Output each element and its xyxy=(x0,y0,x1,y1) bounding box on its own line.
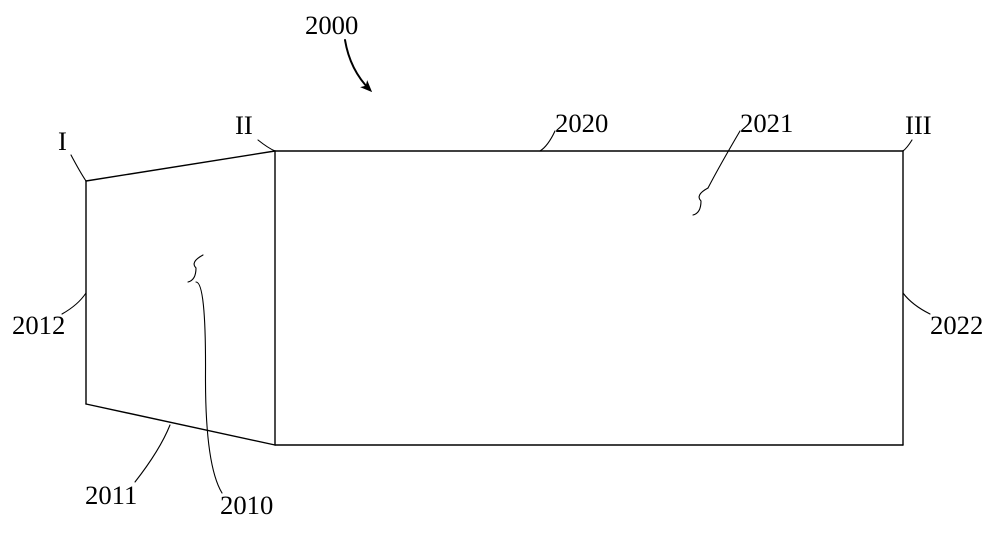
diagram-svg xyxy=(0,0,1000,542)
label-2022: 2022 xyxy=(930,310,983,341)
label-2012: 2012 xyxy=(12,310,65,341)
label-2020: 2020 xyxy=(555,108,608,139)
label-I: I xyxy=(58,126,67,157)
label-2021: 2021 xyxy=(740,108,793,139)
label-2011: 2011 xyxy=(85,480,137,511)
label-III: III xyxy=(905,110,932,141)
label-2010: 2010 xyxy=(220,490,273,521)
label-2000: 2000 xyxy=(305,10,358,41)
label-II: II xyxy=(235,110,253,141)
